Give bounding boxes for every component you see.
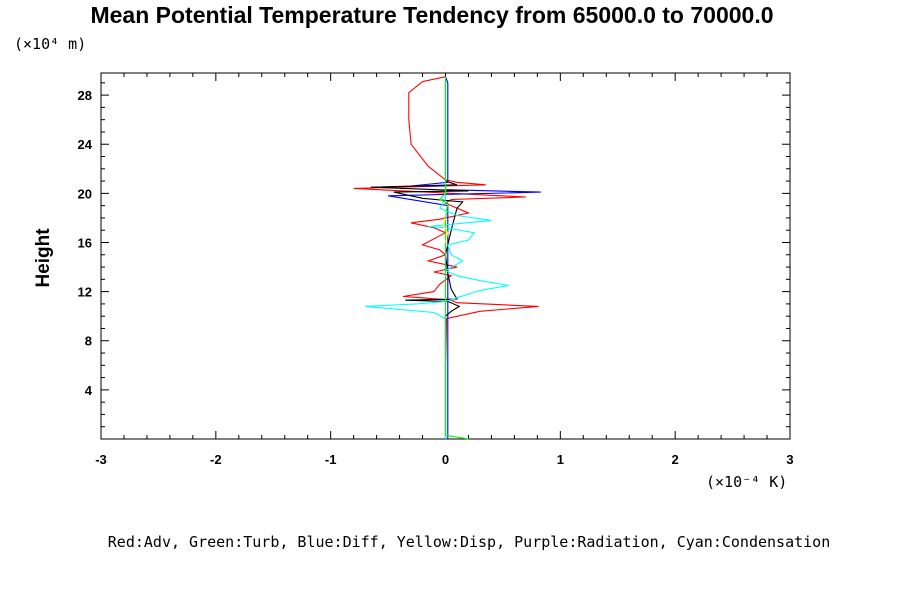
y-tick-label: 8 — [85, 334, 92, 349]
y-tick-label: 4 — [85, 383, 93, 398]
y-unit-label: (×10⁴ m) — [14, 35, 86, 53]
y-axis-label: Height — [33, 228, 54, 288]
x-unit-label: (×10⁻⁴ K) — [706, 473, 787, 491]
x-tick-label: -1 — [325, 452, 337, 467]
y-tick-label: 28 — [78, 88, 92, 103]
series-line — [442, 217, 449, 243]
y-tick-label: 20 — [78, 186, 92, 201]
series-line — [370, 76, 469, 439]
x-tick-label: 2 — [672, 452, 679, 467]
y-tick-label: 16 — [78, 235, 92, 250]
x-tick-label: 1 — [557, 452, 564, 467]
series-line — [388, 76, 541, 439]
x-tick-label: -2 — [210, 452, 222, 467]
y-tick-label: 24 — [78, 137, 93, 152]
y-tick-label: 12 — [78, 285, 92, 300]
x-tick-label: -3 — [95, 452, 107, 467]
chart-title: Mean Potential Temperature Tendency from… — [90, 2, 773, 28]
series-group — [353, 76, 541, 440]
series-line — [438, 76, 469, 440]
legend-text: Red:Adv, Green:Turb, Blue:Diff, Yellow:D… — [108, 533, 830, 551]
series-line — [365, 76, 509, 439]
x-tick-label: 0 — [442, 452, 449, 467]
x-tick-label: 3 — [786, 452, 793, 467]
